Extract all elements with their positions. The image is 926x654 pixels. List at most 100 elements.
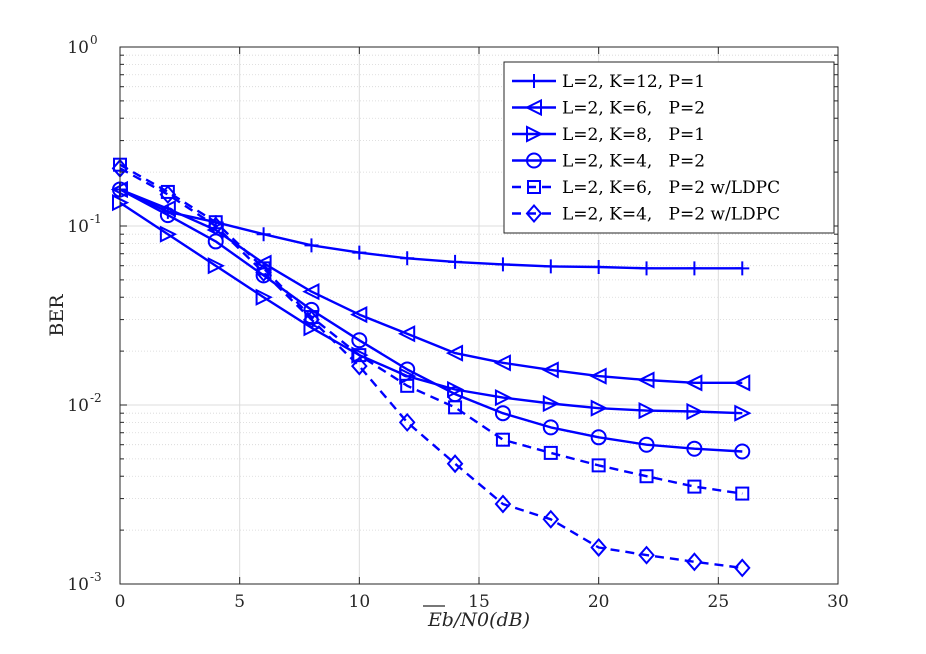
- data-point-marker: [399, 361, 416, 378]
- x-axis-label: Eb/N0(dB): [427, 609, 530, 631]
- legend-label: L=2, K=8, P=1: [562, 125, 705, 145]
- x-tick-label: 20: [588, 592, 610, 612]
- y-tick-exponent: 0: [90, 33, 98, 47]
- data-point-marker: [158, 200, 176, 218]
- data-point-marker: [526, 125, 544, 143]
- data-point-marker: [543, 259, 558, 274]
- data-point-marker: [446, 454, 464, 474]
- data-point-marker: [207, 257, 225, 275]
- data-point-marker: [350, 305, 368, 324]
- legend-label: L=2, K=6, P=2: [562, 99, 705, 119]
- data-point-marker: [448, 254, 463, 269]
- legend-label: L=2, K=4, P=2: [562, 152, 705, 172]
- data-point-marker: [686, 402, 704, 421]
- data-point-marker: [255, 288, 273, 306]
- legend: L=2, K=12, P=1 L=2, K=6, P=2 L=2, K=8, P=1…: [503, 61, 835, 234]
- data-point-marker: [494, 388, 513, 407]
- data-point-marker: [543, 445, 558, 460]
- data-point-marker: [735, 261, 750, 276]
- y-tick-label: 10: [67, 396, 89, 416]
- data-point-marker: [687, 261, 702, 276]
- y-tick-exponent: -1: [90, 212, 102, 226]
- data-point-marker: [159, 207, 176, 224]
- data-point-marker: [542, 509, 560, 529]
- data-point-marker: [397, 325, 416, 343]
- data-point-marker: [686, 440, 703, 457]
- data-point-marker: [685, 374, 703, 392]
- data-point-marker: [735, 486, 750, 501]
- data-point-marker: [638, 545, 655, 565]
- legend-entry: L=2, K=8, P=1: [512, 125, 705, 145]
- data-point-marker: [733, 374, 751, 392]
- y-tick-label: 10: [67, 38, 89, 58]
- data-point-marker: [207, 216, 225, 236]
- data-point-marker: [351, 332, 368, 349]
- x-tick-label: 25: [708, 592, 730, 612]
- data-point-marker: [542, 394, 561, 413]
- data-point-marker: [639, 261, 654, 276]
- series-line: [119, 188, 743, 453]
- data-point-marker: [734, 404, 752, 422]
- data-point-marker: [639, 469, 654, 484]
- y-tick-exponent: -3: [90, 570, 102, 584]
- data-point-marker: [400, 251, 415, 266]
- legend-entry: L=2, K=6, P=2: [512, 99, 705, 119]
- data-point-marker: [351, 356, 368, 376]
- data-point-marker: [590, 429, 607, 446]
- data-point-marker: [208, 215, 223, 230]
- data-point-marker: [542, 419, 559, 436]
- data-point-marker: [352, 245, 367, 260]
- data-point-marker: [638, 402, 656, 420]
- y-tick-exponent: -2: [90, 391, 102, 405]
- data-point-marker: [303, 319, 321, 337]
- legend-entry: L=2, K=4, P=2: [512, 152, 705, 172]
- series-6: [111, 158, 751, 578]
- data-point-marker: [302, 282, 320, 301]
- data-point-marker: [256, 227, 271, 242]
- data-point-marker: [524, 98, 542, 117]
- x-tick-label: 0: [115, 592, 126, 612]
- data-point-marker: [590, 399, 608, 417]
- y-tick-label: 10: [67, 217, 89, 237]
- data-point-marker: [638, 436, 655, 453]
- x-tick-label: 15: [468, 592, 490, 612]
- data-point-marker: [733, 558, 751, 578]
- x-tick-label: 10: [349, 592, 371, 612]
- data-point-marker: [527, 180, 541, 194]
- data-point-marker: [687, 479, 702, 494]
- data-point-marker: [541, 361, 559, 379]
- data-point-marker: [159, 225, 178, 243]
- data-point-marker: [686, 552, 703, 572]
- data-point-marker: [589, 367, 607, 385]
- legend-box: [503, 61, 835, 234]
- data-point-marker: [159, 184, 177, 204]
- data-point-marker: [525, 203, 543, 224]
- y-axis-label: BER: [46, 294, 68, 337]
- data-point-marker: [448, 400, 463, 415]
- x-tick-label: 5: [234, 592, 245, 612]
- data-point-marker: [495, 432, 510, 447]
- data-point-marker: [493, 354, 511, 372]
- data-point-marker: [400, 378, 415, 393]
- data-point-marker: [445, 344, 464, 362]
- data-point-marker: [495, 257, 510, 272]
- legend-entry: L=2, K=4, P=2 w/LDPC: [512, 203, 780, 225]
- data-point-marker: [637, 371, 655, 389]
- data-point-marker: [303, 310, 320, 330]
- series-line: [119, 163, 743, 495]
- data-point-marker: [591, 458, 606, 473]
- series-4: [112, 181, 751, 460]
- series-line: [119, 167, 743, 570]
- y-tick-label: 10: [67, 575, 89, 595]
- data-point-marker: [526, 152, 542, 169]
- data-point-marker: [304, 238, 319, 253]
- legend-entry: L=2, K=12, P=1: [512, 72, 705, 92]
- data-point-marker: [591, 260, 606, 275]
- legend-label: L=2, K=12, P=1: [562, 72, 705, 92]
- legend-entry: L=2, K=6, P=2 w/LDPC: [512, 178, 780, 198]
- data-point-marker: [352, 348, 367, 363]
- series-group: [110, 157, 752, 578]
